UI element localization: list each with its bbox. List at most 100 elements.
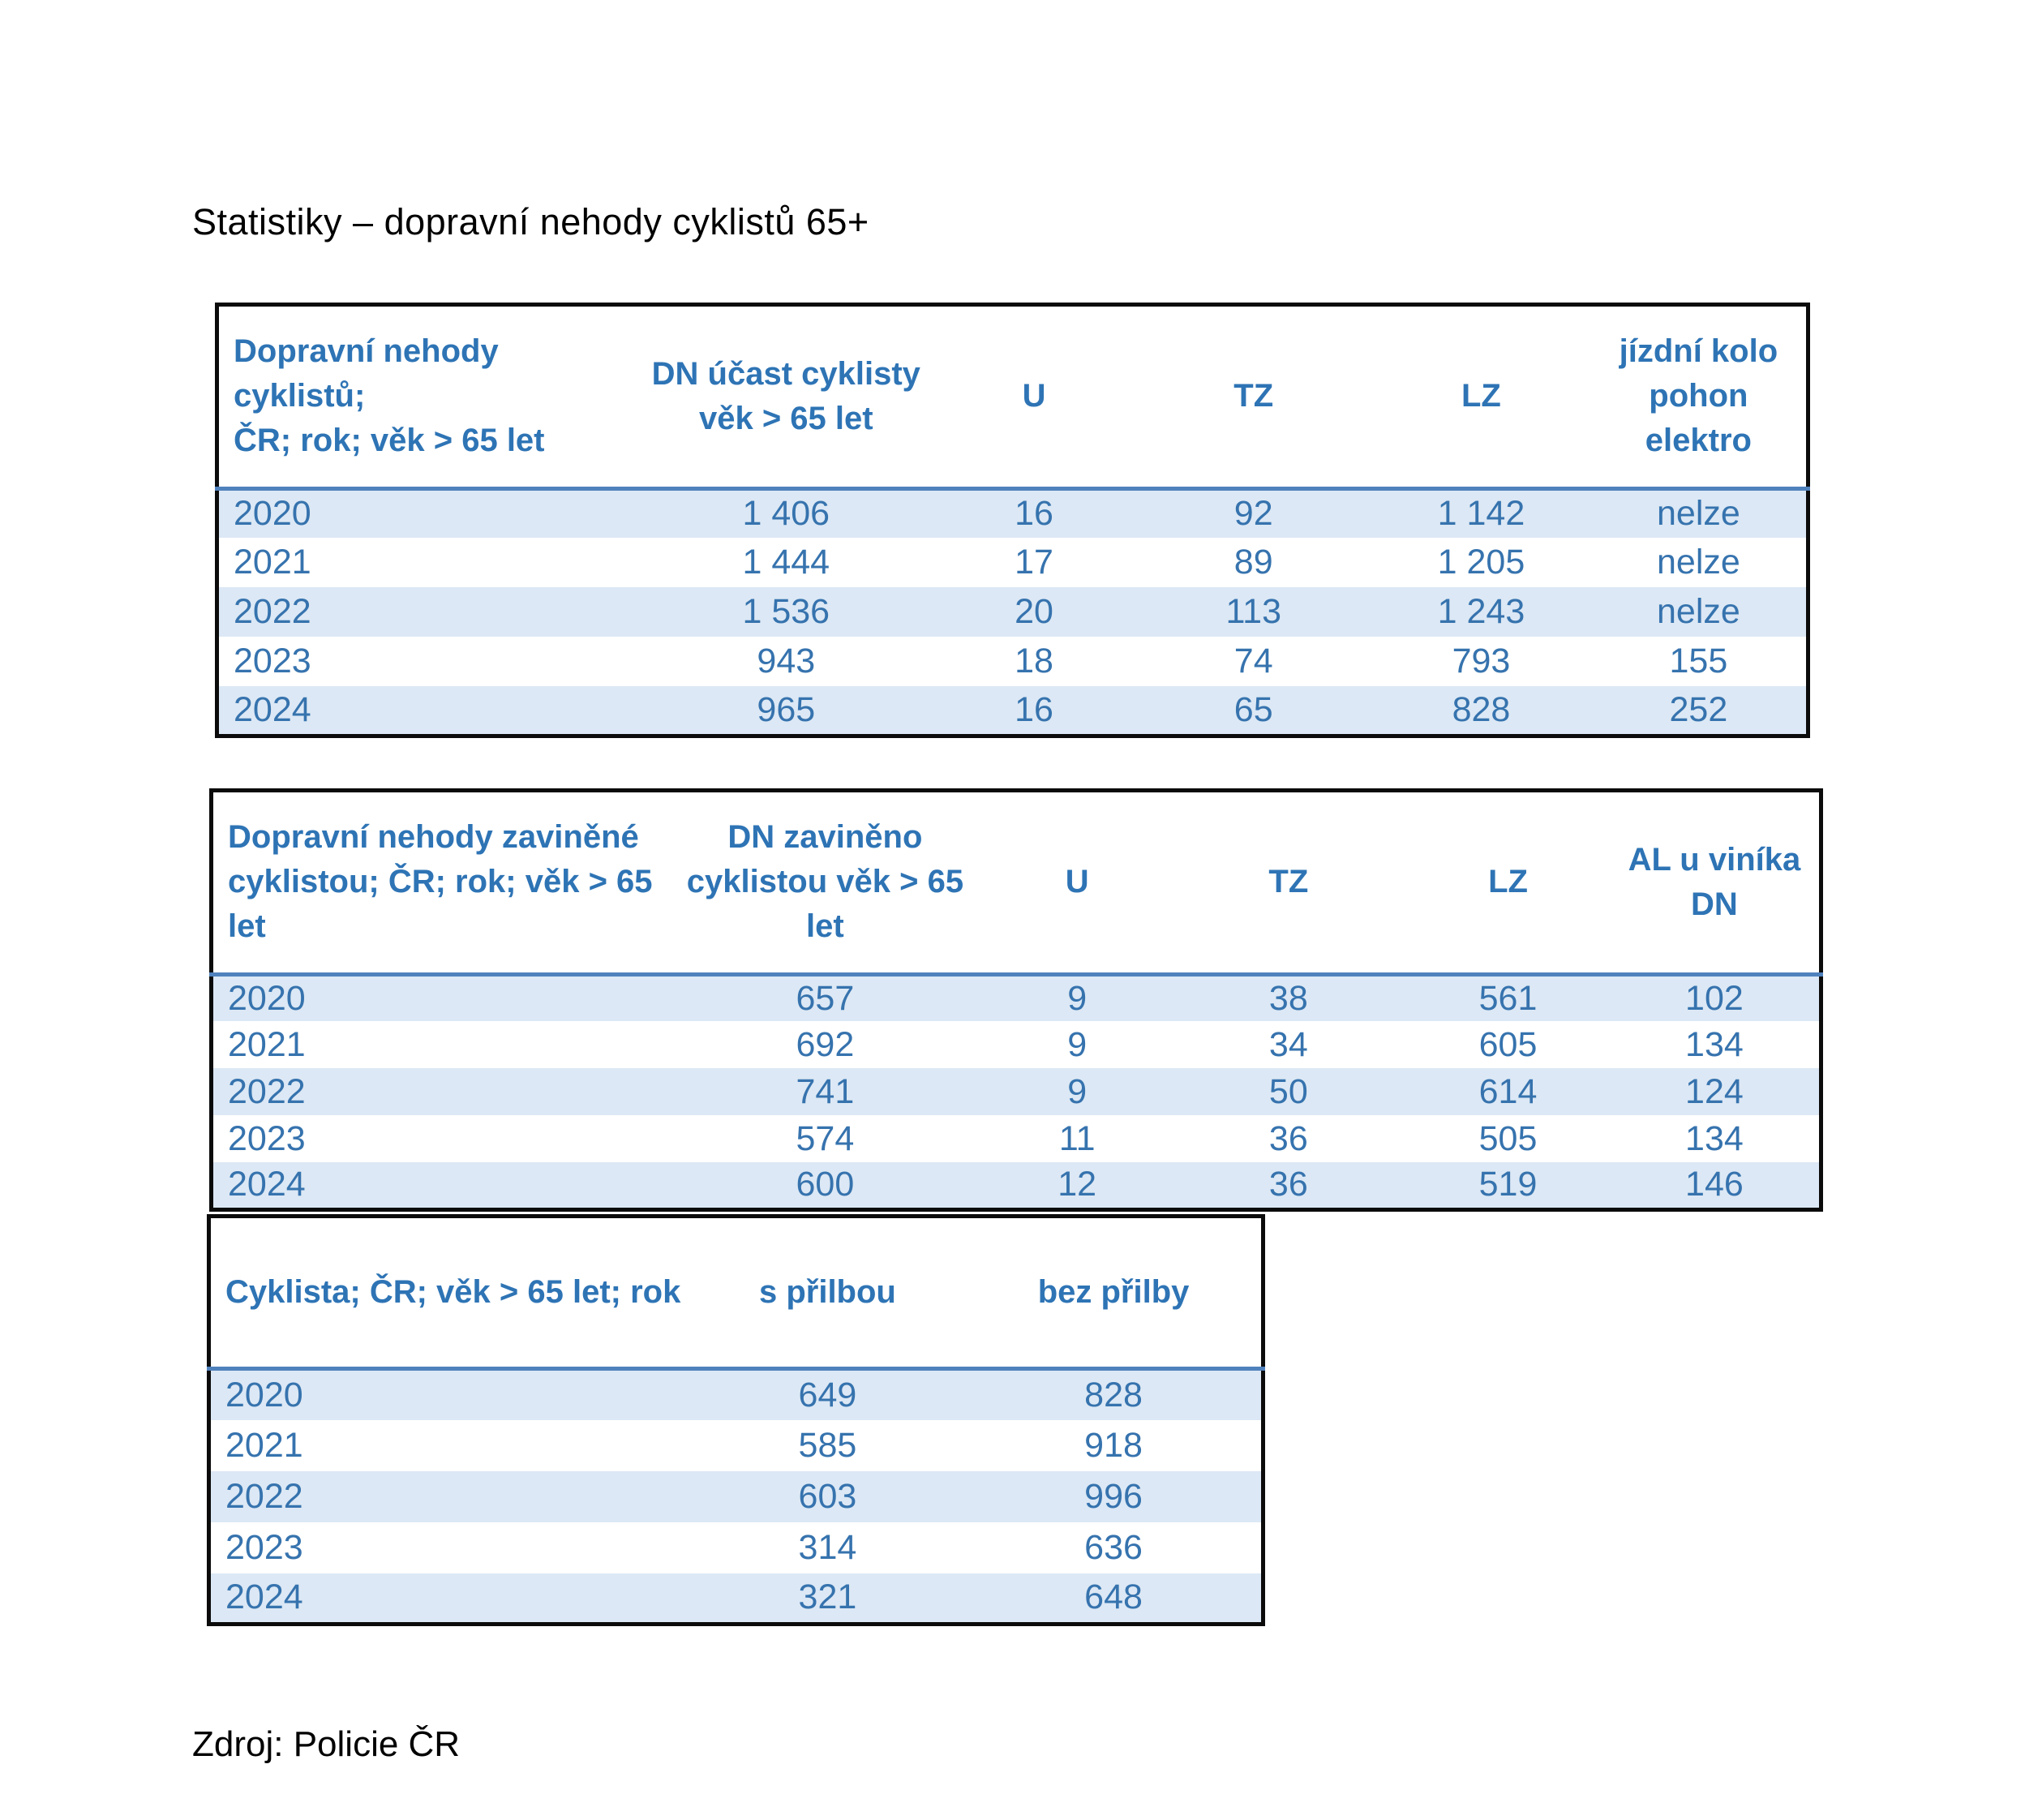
table-row: 2024 600 12 36 519 146 (211, 1162, 1821, 1210)
value-cell: 657 (796, 978, 855, 1018)
value-cell: 1 142 (1437, 494, 1525, 534)
table-row: 2024 321 648 (208, 1573, 1263, 1625)
value-cell: 1 536 (742, 592, 830, 632)
column-header: bez přilby (966, 1216, 1263, 1371)
column-header: Dopravní nehody zaviněné cyklistou; ČR; … (211, 790, 667, 977)
year-cell: 2021 (225, 1425, 303, 1465)
accidents-caused-table: Dopravní nehody zaviněné cyklistou; ČR; … (209, 788, 1823, 1212)
value-cell: 9 (1067, 1024, 1088, 1064)
column-header: LZ (1371, 304, 1591, 491)
table-body: 2020 657 9 38 561 102 2021 692 9 34 605 134 2022 741 9… (211, 974, 1821, 1210)
value-cell: 124 (1685, 1071, 1744, 1111)
column-header: DN účast cyklisty věk > 65 let (639, 304, 933, 491)
year-cell: 2021 (228, 1024, 306, 1064)
table-row: 2020 649 828 (208, 1368, 1263, 1420)
accidents-participation-table: Dopravní nehody cyklistů; ČR; rok; věk >… (215, 303, 1810, 738)
column-header: TZ (1170, 790, 1407, 977)
table-row: 2020 1 406 16 92 1 142 nelze (217, 488, 1808, 539)
table-row: 2021 1 444 17 89 1 205 nelze (217, 538, 1808, 588)
source-note: Zdroj: Policie ČR (192, 1724, 461, 1764)
value-cell: 155 (1669, 642, 1728, 681)
column-header: TZ (1135, 304, 1372, 491)
value-cell: 89 (1233, 543, 1273, 582)
value-cell: 16 (1015, 689, 1053, 729)
table-row: 2022 603 996 (208, 1470, 1263, 1522)
year-cell: 2024 (234, 689, 311, 729)
year-cell: 2020 (228, 978, 306, 1018)
value-cell: 636 (1084, 1527, 1143, 1567)
table-row: 2023 574 11 36 505 134 (211, 1115, 1821, 1163)
table-row: 2023 314 636 (208, 1522, 1263, 1573)
value-cell: 519 (1478, 1165, 1538, 1204)
value-cell: 828 (1084, 1375, 1143, 1414)
value-cell: 113 (1225, 592, 1281, 632)
year-cell: 2020 (225, 1375, 303, 1414)
value-cell: 74 (1233, 642, 1273, 681)
year-cell: 2021 (234, 543, 311, 582)
value-cell: 692 (796, 1024, 855, 1064)
value-cell: 36 (1268, 1165, 1308, 1204)
year-cell: 2022 (234, 592, 311, 632)
value-cell: 18 (1015, 642, 1053, 681)
table-row: 2024 965 16 65 828 252 (217, 686, 1808, 736)
value-cell: 92 (1233, 494, 1273, 534)
table-row: 2022 741 9 50 614 124 (211, 1068, 1821, 1116)
value-cell: 943 (757, 642, 816, 681)
table-row: 2021 585 918 (208, 1419, 1263, 1471)
value-cell: 614 (1478, 1071, 1538, 1111)
value-cell: 574 (796, 1118, 855, 1158)
table-header-row: Cyklista; ČR; věk > 65 let; rok s přilbo… (208, 1216, 1263, 1371)
value-cell: 34 (1268, 1024, 1308, 1064)
value-cell: nelze (1656, 543, 1740, 582)
value-cell: 9 (1067, 978, 1088, 1018)
year-cell: 2020 (234, 494, 311, 534)
value-cell: 828 (1452, 689, 1511, 729)
value-cell: 603 (798, 1476, 857, 1516)
table-row: 2021 692 9 34 605 134 (211, 1021, 1821, 1069)
column-header: jízdní kolo pohon elektro (1590, 304, 1808, 491)
column-header: Dopravní nehody cyklistů; ČR; rok; věk >… (217, 304, 640, 491)
value-cell: 321 (798, 1577, 857, 1617)
value-cell: 134 (1685, 1024, 1744, 1064)
value-cell: 1 205 (1437, 543, 1525, 582)
year-cell: 2022 (228, 1071, 306, 1111)
column-header: Cyklista; ČR; věk > 65 let; rok (208, 1216, 689, 1371)
value-cell: 252 (1669, 689, 1728, 729)
value-cell: 314 (798, 1527, 857, 1567)
value-cell: 741 (796, 1071, 855, 1111)
value-cell: nelze (1656, 494, 1740, 534)
value-cell: 648 (1084, 1577, 1143, 1617)
value-cell: 649 (798, 1375, 857, 1414)
value-cell: 36 (1268, 1118, 1308, 1158)
value-cell: 561 (1478, 978, 1538, 1018)
table-header-row: Dopravní nehody zaviněné cyklistou; ČR; … (211, 790, 1821, 977)
helmet-use-table: Cyklista; ČR; věk > 65 let; rok s přilbo… (207, 1214, 1265, 1626)
table-row: 2022 1 536 20 113 1 243 nelze (217, 587, 1808, 637)
value-cell: 38 (1268, 978, 1308, 1018)
value-cell: 918 (1084, 1425, 1143, 1465)
value-cell: 600 (796, 1165, 855, 1204)
year-cell: 2024 (225, 1577, 303, 1617)
year-cell: 2022 (225, 1476, 303, 1516)
value-cell: 996 (1084, 1476, 1143, 1516)
value-cell: 16 (1015, 494, 1053, 534)
table-row: 2023 943 18 74 793 155 (217, 637, 1808, 687)
value-cell: 1 444 (742, 543, 830, 582)
value-cell: 12 (1058, 1165, 1097, 1204)
value-cell: 50 (1268, 1071, 1308, 1111)
value-cell: 134 (1685, 1118, 1744, 1158)
value-cell: 585 (798, 1425, 857, 1465)
value-cell: 65 (1233, 689, 1273, 729)
column-header: DN zaviněno cyklistou věk > 65 let (666, 790, 984, 977)
column-header: LZ (1406, 790, 1610, 977)
value-cell: 9 (1067, 1071, 1088, 1111)
column-header: U (932, 304, 1136, 491)
value-cell: nelze (1656, 592, 1740, 632)
value-cell: 102 (1685, 978, 1744, 1018)
table-body: 2020 1 406 16 92 1 142 nelze 2021 1 444 17 89 1 20… (217, 488, 1808, 736)
column-header: s přilbou (689, 1216, 967, 1371)
value-cell: 1 406 (742, 494, 830, 534)
page-title: Statistiky – dopravní nehody cyklistů 65… (192, 201, 869, 243)
value-cell: 146 (1685, 1165, 1744, 1204)
